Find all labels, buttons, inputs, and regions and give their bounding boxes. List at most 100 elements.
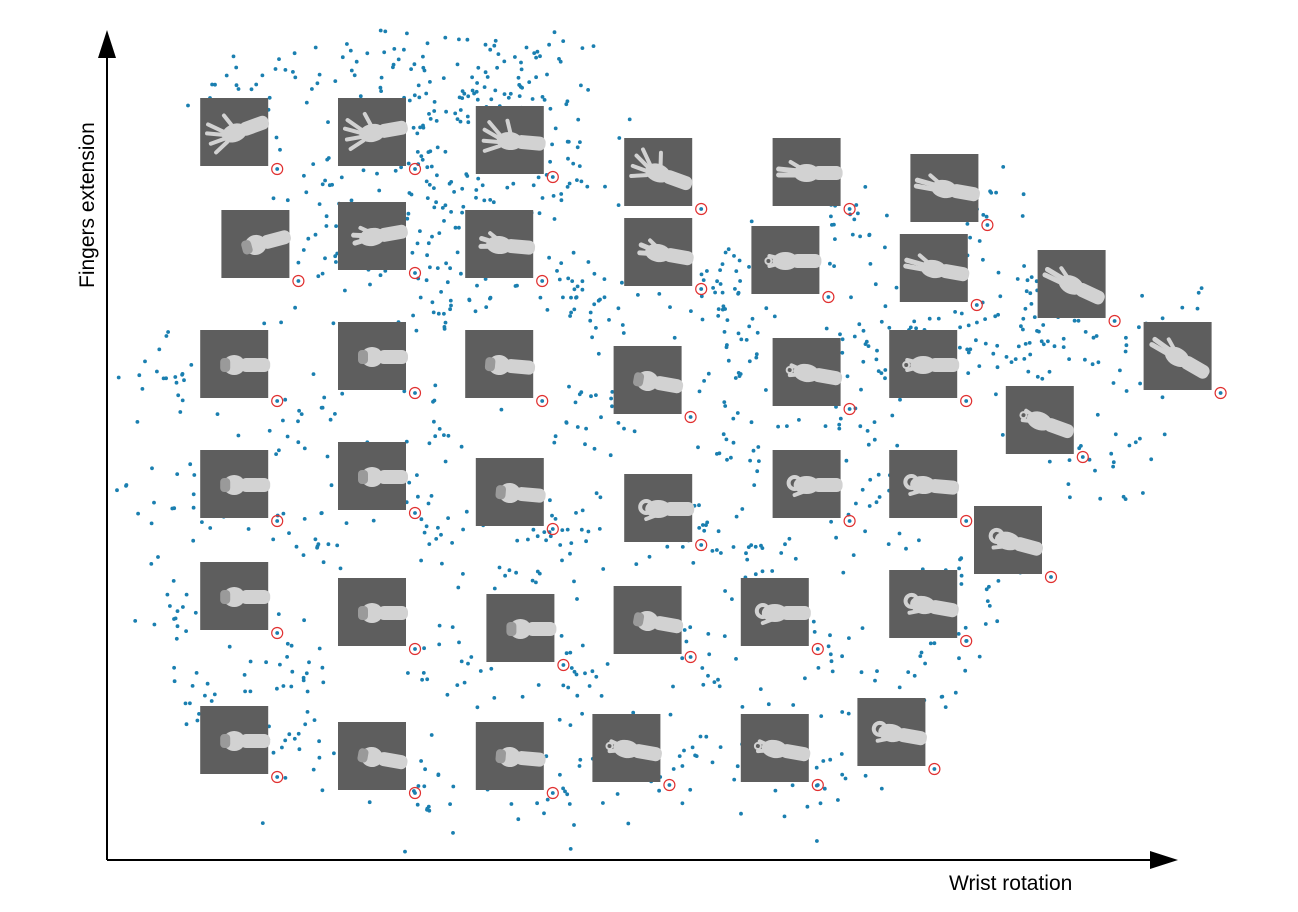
scatter-point: [455, 117, 460, 121]
scatter-point: [1066, 482, 1071, 486]
hand-thumbnail: [1143, 322, 1212, 390]
scatter-point: [441, 76, 446, 80]
scatter-point: [561, 786, 565, 791]
scatter-point: [829, 214, 833, 219]
scatter-point: [757, 459, 761, 463]
scatter-point: [466, 94, 471, 99]
scatter-point: [680, 764, 685, 768]
scatter-point: [183, 701, 188, 706]
prototype-marker: [546, 786, 559, 800]
hand-shape: [478, 231, 536, 255]
scatter-point: [175, 624, 180, 629]
scatter-point: [451, 784, 456, 789]
scatter-point: [552, 217, 557, 221]
scatter-point: [321, 560, 326, 565]
scatter-point: [420, 157, 425, 162]
scatter-point: [172, 665, 177, 670]
scatter-point: [1023, 342, 1028, 346]
scatter-point: [1021, 327, 1025, 332]
scatter-point: [313, 45, 318, 50]
prototype-marker: [981, 218, 994, 232]
scatter-point: [435, 173, 439, 178]
prototype-marker: [1214, 386, 1227, 400]
scatter-point: [983, 622, 988, 626]
scatter-point: [713, 290, 717, 295]
scatter-point: [568, 314, 572, 318]
scatter-point: [1067, 458, 1072, 462]
scatter-point: [180, 372, 185, 376]
scatter-point: [977, 239, 982, 243]
scatter-point: [580, 711, 584, 716]
scatter-point: [319, 511, 324, 515]
scatter-point: [602, 295, 607, 300]
scatter-point: [887, 325, 892, 330]
scatter-point: [260, 73, 265, 78]
scatter-point: [466, 661, 470, 666]
scatter-point: [349, 68, 354, 73]
scatter-point: [297, 408, 301, 413]
scatter-point: [836, 798, 840, 802]
scatter-point: [442, 311, 446, 316]
hand-thumbnail: [772, 450, 843, 518]
scatter-point: [747, 324, 752, 329]
scatter-point: [166, 330, 171, 334]
scatter-point: [863, 773, 868, 778]
scatter-point: [883, 376, 887, 381]
scatter-point: [189, 363, 194, 367]
scatter-point: [324, 214, 329, 219]
hand-shape: [506, 619, 557, 639]
scatter-point: [877, 495, 882, 499]
scatter-point: [736, 290, 741, 295]
scatter-point: [738, 279, 742, 283]
scatter-point: [406, 211, 411, 216]
scatter-point: [411, 125, 416, 130]
scatter-point: [874, 500, 879, 505]
hand-shape: [481, 118, 546, 153]
scatter-point: [953, 310, 957, 314]
scatter-point: [371, 518, 376, 523]
hand-thumbnail: [772, 138, 843, 206]
scatter-point: [368, 282, 372, 287]
scatter-point: [700, 317, 705, 322]
scatter-point: [1032, 315, 1037, 319]
scatter-point: [847, 636, 851, 640]
scatter-point: [1020, 214, 1025, 218]
scatter-point: [569, 310, 573, 315]
scatter-point: [291, 70, 295, 74]
scatter-point: [843, 776, 848, 781]
scatter-point: [422, 68, 427, 73]
scatter-point: [450, 541, 454, 545]
scatter-point: [296, 440, 301, 445]
scatter-point: [755, 330, 760, 335]
scatter-point: [294, 544, 299, 549]
hand-shape: [776, 160, 843, 182]
scatter-point: [838, 332, 842, 337]
scatter-point: [568, 723, 573, 727]
scatter-point: [574, 295, 579, 300]
scatter-point: [752, 483, 757, 487]
scatter-point: [285, 655, 289, 659]
scatter-point: [317, 755, 322, 760]
scatter-point: [538, 295, 543, 300]
scatter-point: [565, 99, 570, 104]
scatter-point: [995, 619, 1000, 624]
scatter-point: [243, 689, 248, 694]
scatter-point: [998, 294, 1003, 299]
scatter-point: [407, 98, 412, 103]
hand-thumbnail: [200, 562, 271, 630]
prototype-marker: [271, 162, 284, 176]
scatter-point: [469, 655, 474, 659]
scatter-point: [977, 364, 982, 368]
scatter-point: [271, 196, 276, 201]
scatter-point: [564, 102, 569, 107]
scatter-point: [186, 103, 190, 108]
scatter-point: [699, 294, 704, 299]
scatter-point: [726, 247, 731, 252]
hand-thumbnail: [338, 98, 408, 166]
scatter-point: [474, 188, 479, 192]
scatter-point: [616, 306, 621, 311]
scatter-point: [331, 321, 336, 326]
scatter-point: [296, 260, 301, 265]
scatter-point: [996, 312, 1000, 317]
scatter-point: [560, 558, 564, 563]
